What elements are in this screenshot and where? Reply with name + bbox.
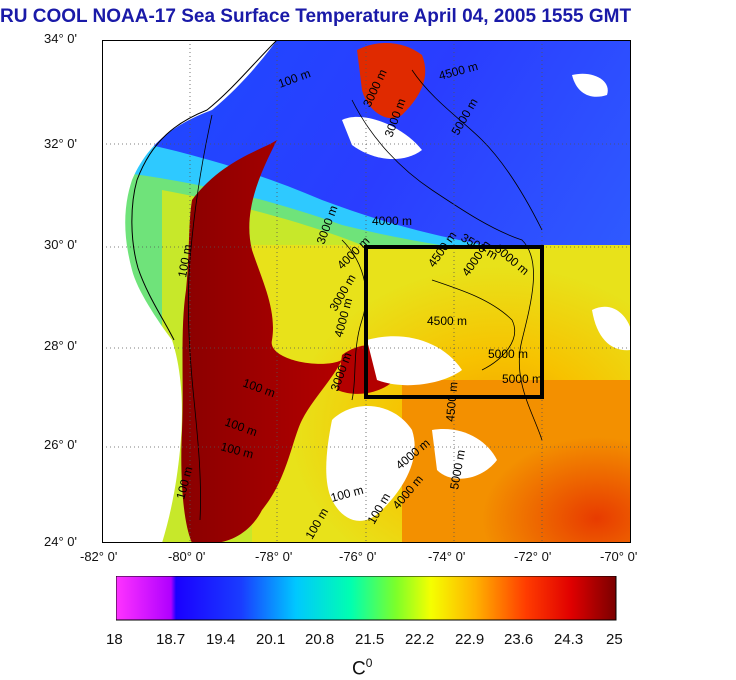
colorbar-gradient bbox=[116, 576, 617, 621]
coastline bbox=[131, 179, 175, 341]
unit-superscript: 0 bbox=[365, 656, 373, 670]
north-plume bbox=[357, 43, 426, 119]
colorbar-unit: C0 bbox=[352, 656, 372, 680]
gulf-stream bbox=[181, 140, 342, 543]
colorbar-tick: 21.5 bbox=[355, 631, 385, 648]
colorbar-tick: 22.9 bbox=[455, 631, 485, 648]
contour-3000 bbox=[341, 239, 367, 401]
depth-label: 5000 m bbox=[447, 449, 468, 491]
lon-label-70: -70° 0' bbox=[600, 549, 638, 564]
study-area-box bbox=[364, 245, 544, 399]
cloud-patch-east bbox=[592, 306, 631, 351]
colorbar-tick: 18 bbox=[106, 631, 123, 648]
contour-5000 bbox=[411, 69, 543, 231]
land-mainland bbox=[102, 40, 277, 543]
colorbar-tick: 24.3 bbox=[554, 631, 584, 648]
colorbar-tick: 19.4 bbox=[206, 631, 236, 648]
lat-label-28: 28° 0' bbox=[44, 338, 77, 353]
lon-label-80: -80° 0' bbox=[168, 549, 206, 564]
colorbar-tick: 20.8 bbox=[305, 631, 335, 648]
depth-label: 5000 m bbox=[488, 347, 528, 361]
colorbar-tick: 25 bbox=[606, 631, 623, 648]
colorbar-tick: 22.2 bbox=[405, 631, 435, 648]
coastline-north bbox=[136, 40, 278, 181]
map-border bbox=[102, 40, 631, 543]
contour-4000 bbox=[431, 279, 515, 371]
lat-label-32: 32° 0' bbox=[44, 136, 77, 151]
lat-label-24: 24° 0' bbox=[44, 534, 77, 549]
cloud-patch-northeast bbox=[572, 73, 608, 97]
depth-label: 5000 m bbox=[502, 372, 542, 386]
lat-label-26: 26° 0' bbox=[44, 437, 77, 452]
lon-label-74: -74° 0' bbox=[428, 549, 466, 564]
temperature-colorbar bbox=[116, 576, 617, 621]
depth-label: 100 m bbox=[175, 243, 195, 278]
depth-label: 4500 m bbox=[427, 314, 467, 328]
contour-100 bbox=[187, 114, 213, 521]
bahamas-cloud bbox=[326, 406, 415, 521]
cloud-patch-central bbox=[367, 336, 462, 386]
depth-label: 4500 m bbox=[443, 381, 460, 422]
depth-label: 4000 m bbox=[372, 214, 412, 228]
sea-surface-temperature-map: 100 m 3000 m 4500 m 5000 m 4000 m 3000 m… bbox=[102, 40, 631, 543]
cloud-patch-south bbox=[432, 429, 497, 479]
colorbar-tick: 23.6 bbox=[504, 631, 534, 648]
lat-label-30: 30° 0' bbox=[44, 237, 77, 252]
lon-label-78: -78° 0' bbox=[255, 549, 293, 564]
lon-label-82: -82° 0' bbox=[80, 549, 118, 564]
cloud-patch-north bbox=[342, 116, 422, 160]
lat-label-34: 34° 0' bbox=[44, 31, 77, 46]
lon-label-72: -72° 0' bbox=[514, 549, 552, 564]
lon-label-76: -76° 0' bbox=[339, 549, 377, 564]
colorbar-tick: 18.7 bbox=[156, 631, 186, 648]
contour-4500 bbox=[351, 99, 543, 441]
colorbar-tick: 20.1 bbox=[256, 631, 286, 648]
map-title: RU COOL NOAA-17 Sea Surface Temperature … bbox=[0, 6, 632, 27]
unit-base: C bbox=[352, 658, 366, 680]
